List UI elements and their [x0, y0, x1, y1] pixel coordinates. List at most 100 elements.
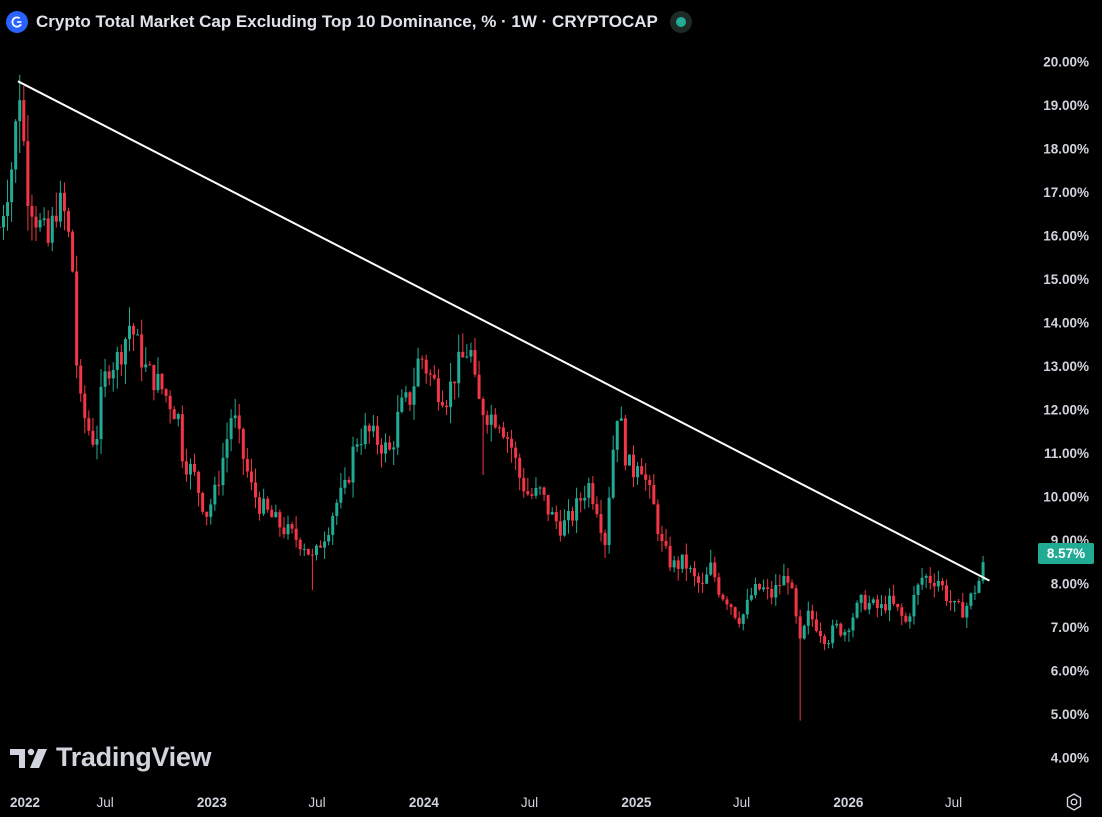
- candle-body: [79, 365, 83, 394]
- candle-body: [46, 218, 50, 243]
- candle-body: [184, 461, 188, 475]
- settings-gear-icon[interactable]: [1064, 792, 1084, 812]
- candle-body: [302, 548, 306, 550]
- candle-body: [786, 575, 790, 583]
- candle-body: [680, 554, 684, 569]
- candle-body: [404, 392, 408, 398]
- candle-body: [233, 415, 237, 419]
- candle-body: [501, 427, 505, 438]
- candle-body: [457, 351, 461, 384]
- price-axis-label: 17.00%: [1043, 185, 1089, 200]
- candle-body: [542, 487, 546, 495]
- candle-body: [591, 483, 595, 505]
- candle-body: [753, 583, 757, 596]
- candle-body: [827, 643, 831, 645]
- candle-body: [140, 334, 144, 368]
- candle-body: [314, 545, 318, 556]
- crypto-cap-icon[interactable]: [6, 11, 28, 33]
- candle-body: [835, 623, 839, 626]
- candle-body: [733, 607, 737, 618]
- price-axis-label: 8.00%: [1051, 577, 1089, 592]
- candle-body: [10, 169, 14, 203]
- candle-body: [249, 471, 253, 483]
- time-axis-label: Jul: [96, 795, 113, 810]
- candle-body: [762, 587, 766, 590]
- candle-body: [168, 395, 172, 410]
- candle-body: [388, 442, 392, 450]
- candle-body: [668, 545, 672, 568]
- candle-body: [115, 351, 119, 370]
- candle-body: [0, 227, 1, 229]
- candle-body: [201, 492, 205, 512]
- trendline[interactable]: [17, 80, 990, 582]
- time-axis[interactable]: 2022 Jul 2023 Jul 2024 Jul 2025 Jul 2026 Jul: [10, 795, 962, 810]
- candle-body: [749, 595, 753, 600]
- price-axis-label: 20.00%: [1043, 55, 1089, 70]
- candle-body: [823, 636, 827, 645]
- price-axis-label: 14.00%: [1043, 316, 1089, 331]
- status-dot: [675, 17, 686, 27]
- candle-body: [91, 430, 95, 445]
- price-axis-label: 18.00%: [1043, 142, 1089, 157]
- candle-body: [449, 381, 453, 408]
- candle-body: [351, 446, 355, 483]
- candle-body: [136, 334, 140, 336]
- candle-body: [774, 585, 778, 598]
- candle-body: [611, 449, 615, 498]
- candle-body: [782, 575, 786, 586]
- market-status-icon[interactable]: [669, 11, 692, 33]
- candles-layer: [0, 74, 985, 721]
- candle-body: [266, 498, 270, 510]
- candle-body: [172, 409, 176, 420]
- candle-body: [99, 386, 103, 440]
- time-axis-label: 2022: [10, 795, 40, 810]
- candle-body: [1, 215, 5, 228]
- candle-body: [802, 625, 806, 639]
- price-axis-label: 12.00%: [1043, 403, 1089, 418]
- candle-body: [912, 594, 916, 617]
- candle-body: [6, 202, 10, 216]
- candle-body: [408, 392, 412, 405]
- price-axis[interactable]: 20.00% 19.00% 18.00% 17.00% 16.00% 15.00% 14.0…: [1043, 55, 1089, 766]
- candle-body: [237, 415, 241, 429]
- candle-body: [676, 560, 680, 569]
- candle-body: [916, 584, 920, 595]
- candle-body: [461, 351, 465, 358]
- candle-body: [319, 545, 323, 548]
- price-axis-label: 19.00%: [1043, 98, 1089, 113]
- candle-body: [188, 463, 192, 475]
- candle-body: [603, 532, 607, 546]
- candle-body: [193, 463, 197, 472]
- candle-body: [688, 568, 692, 570]
- price-axis-label: 4.00%: [1051, 751, 1089, 766]
- candle-body: [245, 458, 249, 472]
- candle-body: [615, 420, 619, 450]
- candle-body: [30, 206, 34, 217]
- candle-body: [453, 381, 457, 384]
- candle-body: [164, 389, 168, 396]
- trendline-layer[interactable]: [17, 80, 990, 582]
- candle-body: [920, 577, 924, 585]
- candle-body: [241, 428, 245, 459]
- candle-body: [111, 369, 115, 379]
- price-axis-label: 16.00%: [1043, 229, 1089, 244]
- candle-body: [359, 444, 363, 446]
- candle-body: [949, 601, 953, 603]
- candle-body: [709, 562, 713, 575]
- candle-body: [481, 398, 485, 416]
- time-axis-label: Jul: [945, 795, 962, 810]
- candle-body: [692, 568, 696, 577]
- candle-body: [953, 601, 957, 603]
- candle-body: [514, 447, 518, 458]
- candle-body: [644, 474, 648, 480]
- candle-body: [713, 562, 717, 578]
- candle-body: [18, 100, 22, 122]
- candle-body: [400, 397, 404, 412]
- candle-body: [684, 554, 688, 569]
- candle-body: [973, 592, 977, 594]
- candle-body: [225, 439, 229, 458]
- candle-body: [436, 378, 440, 403]
- candle-body: [119, 351, 123, 365]
- candle-body: [123, 339, 127, 365]
